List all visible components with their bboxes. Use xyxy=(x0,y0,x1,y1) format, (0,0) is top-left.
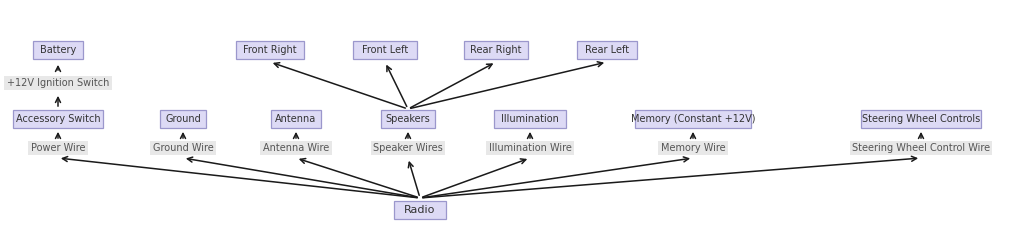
Text: Antenna Wire: Antenna Wire xyxy=(263,143,329,153)
FancyBboxPatch shape xyxy=(494,110,566,128)
Text: Memory Wire: Memory Wire xyxy=(660,143,725,153)
Text: Battery: Battery xyxy=(40,45,76,55)
FancyBboxPatch shape xyxy=(353,41,417,59)
Text: Accessory Switch: Accessory Switch xyxy=(15,114,100,124)
FancyBboxPatch shape xyxy=(33,41,83,59)
FancyBboxPatch shape xyxy=(393,201,446,219)
Text: Memory (Constant +12V): Memory (Constant +12V) xyxy=(631,114,756,124)
Text: Front Right: Front Right xyxy=(243,45,297,55)
FancyBboxPatch shape xyxy=(578,41,637,59)
FancyBboxPatch shape xyxy=(635,110,751,128)
Text: +12V Ignition Switch: +12V Ignition Switch xyxy=(7,78,110,88)
FancyBboxPatch shape xyxy=(13,110,102,128)
Text: Speakers: Speakers xyxy=(386,114,430,124)
FancyBboxPatch shape xyxy=(160,110,206,128)
Text: Steering Wheel Control Wire: Steering Wheel Control Wire xyxy=(852,143,990,153)
Text: Antenna: Antenna xyxy=(275,114,316,124)
Text: Ground Wire: Ground Wire xyxy=(153,143,213,153)
Text: Radio: Radio xyxy=(404,205,435,215)
FancyBboxPatch shape xyxy=(861,110,981,128)
FancyBboxPatch shape xyxy=(464,41,527,59)
FancyBboxPatch shape xyxy=(237,41,304,59)
Text: Speaker Wires: Speaker Wires xyxy=(373,143,442,153)
Text: Power Wire: Power Wire xyxy=(31,143,85,153)
Text: Rear Right: Rear Right xyxy=(470,45,522,55)
Text: Rear Left: Rear Left xyxy=(585,45,629,55)
FancyBboxPatch shape xyxy=(381,110,435,128)
Text: Ground: Ground xyxy=(165,114,201,124)
Text: Front Left: Front Left xyxy=(361,45,409,55)
FancyBboxPatch shape xyxy=(270,110,322,128)
Text: Illumination Wire: Illumination Wire xyxy=(488,143,571,153)
Text: Illumination: Illumination xyxy=(501,114,559,124)
Text: Steering Wheel Controls: Steering Wheel Controls xyxy=(862,114,980,124)
